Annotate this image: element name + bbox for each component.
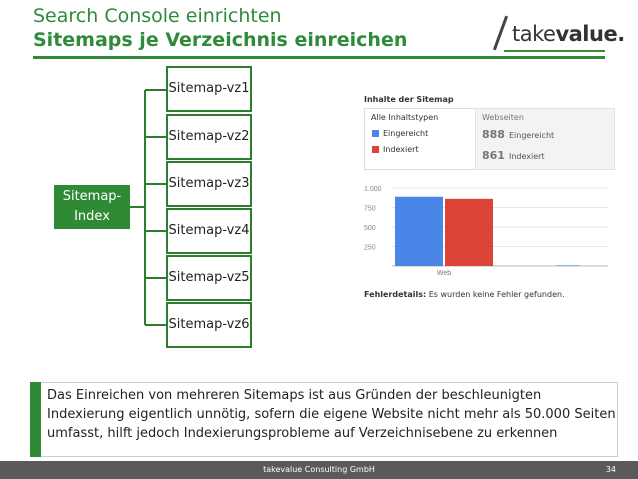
sitemap-content-title: Inhalte der Sitemap (364, 95, 454, 104)
legend-label-indexed: Indexiert (383, 145, 419, 154)
webpages-panel (475, 108, 615, 170)
bar-indexiert-Web (445, 198, 493, 266)
bar-eingereicht-Web (395, 196, 443, 266)
legend-label-submitted: Eingereicht (383, 129, 429, 138)
page-number: 34 (605, 465, 616, 474)
legend-item-indexed: Indexiert (372, 145, 419, 154)
indexed-label: Indexiert (508, 152, 545, 161)
y-tick-label: 500 (364, 225, 376, 232)
sitemap-bar-chart: 1.000 750 500 250 Web (364, 186, 608, 277)
indexed-count: 861 (482, 149, 505, 162)
error-details-label: Fehlerdetails: (364, 290, 427, 299)
sitemap-node-vz5: Sitemap-vz5 (166, 255, 252, 301)
sitemap-node-vz6: Sitemap-vz6 (166, 302, 252, 348)
logo-text-light: take (512, 22, 556, 46)
note-accent-bar (30, 382, 41, 457)
webpages-header: Webseiten (482, 113, 524, 122)
webpages-row-indexed: 861 Indexiert (482, 149, 545, 162)
y-tick-label: 750 (364, 206, 376, 213)
note-box (30, 382, 618, 457)
note-text: Das Einreichen von mehreren Sitemaps ist… (47, 388, 616, 441)
sitemap-node-vz2: Sitemap-vz2 (166, 114, 252, 160)
legend-swatch-blue (372, 130, 379, 137)
webpages-row-submitted: 888 Eingereicht (482, 128, 554, 141)
logo-underline (504, 50, 605, 52)
slide-title-line2: Sitemaps je Verzeichnis einreichen (33, 29, 408, 51)
footer-company: takevalue Consulting GmbH (263, 465, 375, 474)
title-divider (33, 56, 605, 59)
takevalue-logo: takevalue. (512, 22, 625, 46)
error-details: Fehlerdetails: Es wurden keine Fehler ge… (364, 290, 565, 299)
submitted-label: Eingereicht (508, 131, 555, 140)
legend-item-submitted: Eingereicht (372, 129, 428, 138)
legend-swatch-red (372, 146, 379, 153)
footer-bar (0, 461, 638, 479)
legend-header: Alle Inhaltstypen (371, 113, 439, 122)
x-tick-label: Web (437, 270, 451, 277)
sitemap-node-vz4: Sitemap-vz4 (166, 208, 252, 254)
sitemap-node-vz3: Sitemap-vz3 (166, 161, 252, 207)
error-details-text: Es wurden keine Fehler gefunden. (426, 290, 565, 299)
sitemap-index-node: Sitemap-Index (54, 185, 130, 229)
slide-title-line1: Search Console einrichten (33, 5, 282, 27)
submitted-count: 888 (482, 128, 505, 141)
y-tick-label: 250 (364, 245, 376, 252)
y-tick-label: 1.000 (364, 186, 382, 193)
bar-eingereicht-other (556, 265, 580, 266)
logo-text-bold: value. (555, 22, 625, 46)
sitemap-node-vz1: Sitemap-vz1 (166, 66, 252, 112)
